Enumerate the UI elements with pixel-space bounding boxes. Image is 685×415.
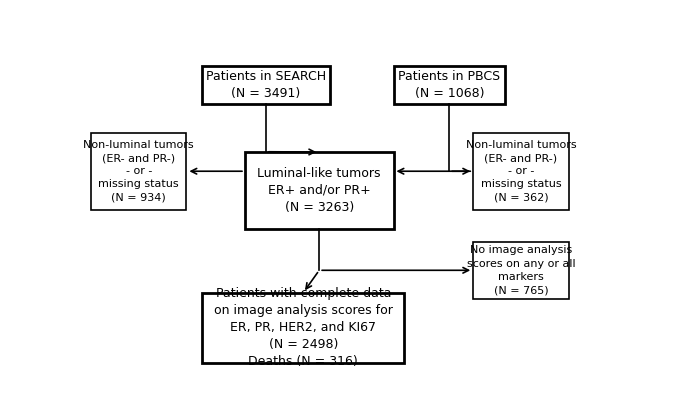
- Text: Luminal-like tumors
ER+ and/or PR+
(N = 3263): Luminal-like tumors ER+ and/or PR+ (N = …: [258, 167, 381, 214]
- Text: Patients in SEARCH
(N = 3491): Patients in SEARCH (N = 3491): [206, 70, 326, 100]
- FancyBboxPatch shape: [473, 133, 569, 210]
- FancyBboxPatch shape: [203, 66, 329, 104]
- FancyBboxPatch shape: [393, 66, 505, 104]
- FancyBboxPatch shape: [91, 133, 186, 210]
- Text: No image analysis
scores on any or all
markers
(N = 765): No image analysis scores on any or all m…: [466, 246, 575, 295]
- Text: Non-luminal tumors
(ER- and PR-)
- or -
missing status
(N = 362): Non-luminal tumors (ER- and PR-) - or - …: [466, 140, 576, 203]
- Text: Patients with complete data
on image analysis scores for
ER, PR, HER2, and KI67
: Patients with complete data on image ana…: [214, 287, 393, 368]
- FancyBboxPatch shape: [245, 152, 393, 229]
- FancyBboxPatch shape: [473, 242, 569, 299]
- Text: Non-luminal tumors
(ER- and PR-)
- or -
missing status
(N = 934): Non-luminal tumors (ER- and PR-) - or - …: [84, 140, 194, 203]
- Text: Patients in PBCS
(N = 1068): Patients in PBCS (N = 1068): [398, 70, 500, 100]
- FancyBboxPatch shape: [203, 293, 404, 363]
